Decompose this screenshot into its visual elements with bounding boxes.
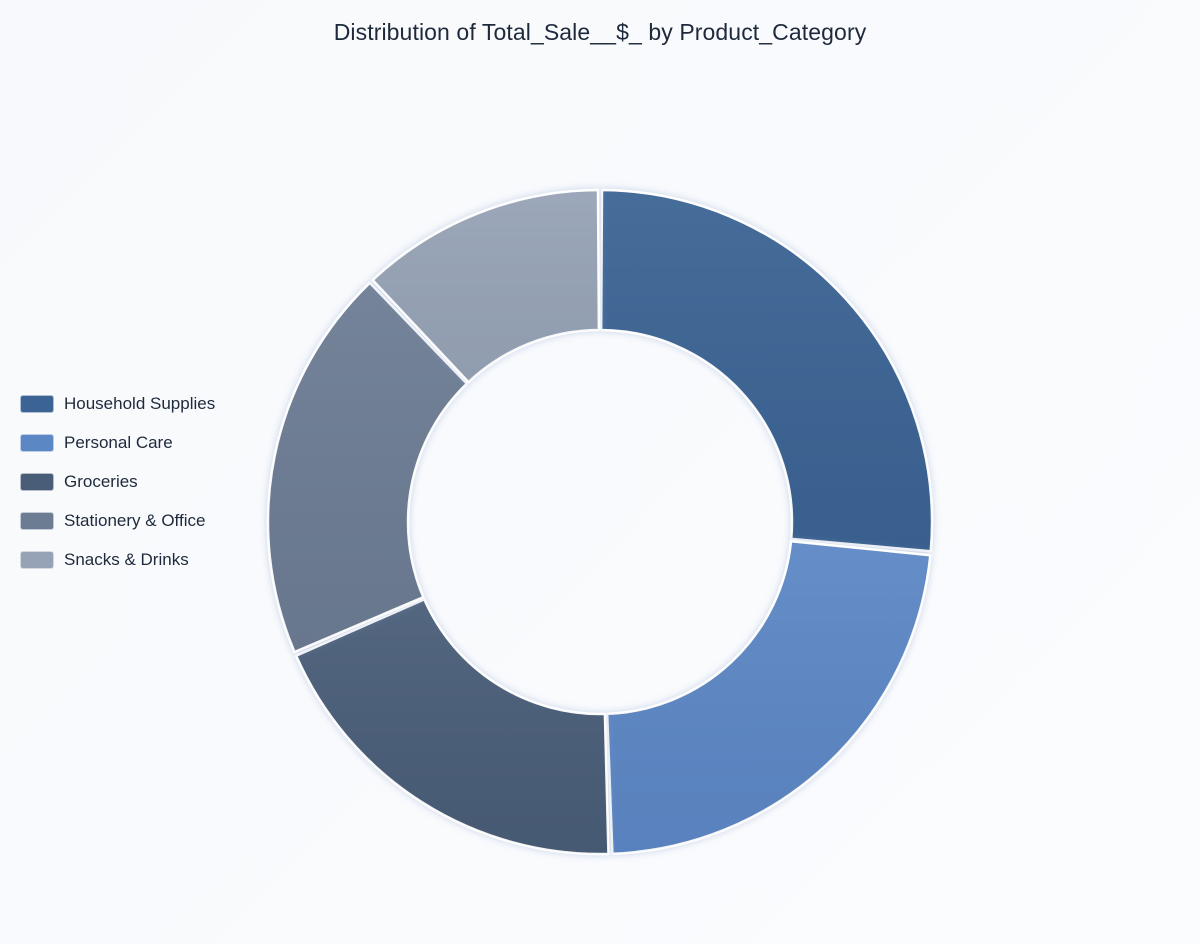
- pie-slice[interactable]: [605, 539, 932, 856]
- legend-swatch: [20, 433, 54, 452]
- legend-item[interactable]: Groceries: [20, 462, 215, 501]
- pie-slice-shade: [268, 282, 467, 653]
- chart-title: Distribution of Total_Sale__$_ by Produc…: [333, 19, 867, 45]
- legend-swatch: [20, 472, 54, 491]
- legend-label: Personal Care: [64, 432, 173, 452]
- legend-item[interactable]: Stationery & Office: [20, 502, 215, 541]
- pie-slice[interactable]: [294, 598, 610, 856]
- legend-label: Household Supplies: [64, 393, 216, 413]
- legend-swatch: [20, 551, 54, 570]
- pie-slice[interactable]: [266, 281, 469, 654]
- legend-item[interactable]: Personal Care: [20, 423, 215, 462]
- pie-slice-shade: [601, 190, 932, 552]
- pie-slice-shade: [607, 541, 931, 854]
- legend-item[interactable]: Household Supplies: [20, 384, 215, 423]
- legend-item[interactable]: Snacks & Drinks: [20, 541, 215, 580]
- legend-swatch: [20, 394, 54, 413]
- legend-swatch: [20, 512, 54, 531]
- pie-slice-shade: [296, 599, 609, 854]
- legend-label: Groceries: [64, 471, 138, 491]
- pie-slice[interactable]: [371, 188, 601, 384]
- slices-group: [266, 188, 934, 856]
- chart-legend: Household Supplies Personal Care Groceries…: [20, 384, 215, 580]
- legend-label: Stationery & Office: [64, 511, 206, 531]
- pie-slice[interactable]: [599, 188, 934, 553]
- legend-label: Snacks & Drinks: [64, 550, 189, 570]
- pie-slice-shade: [372, 190, 599, 383]
